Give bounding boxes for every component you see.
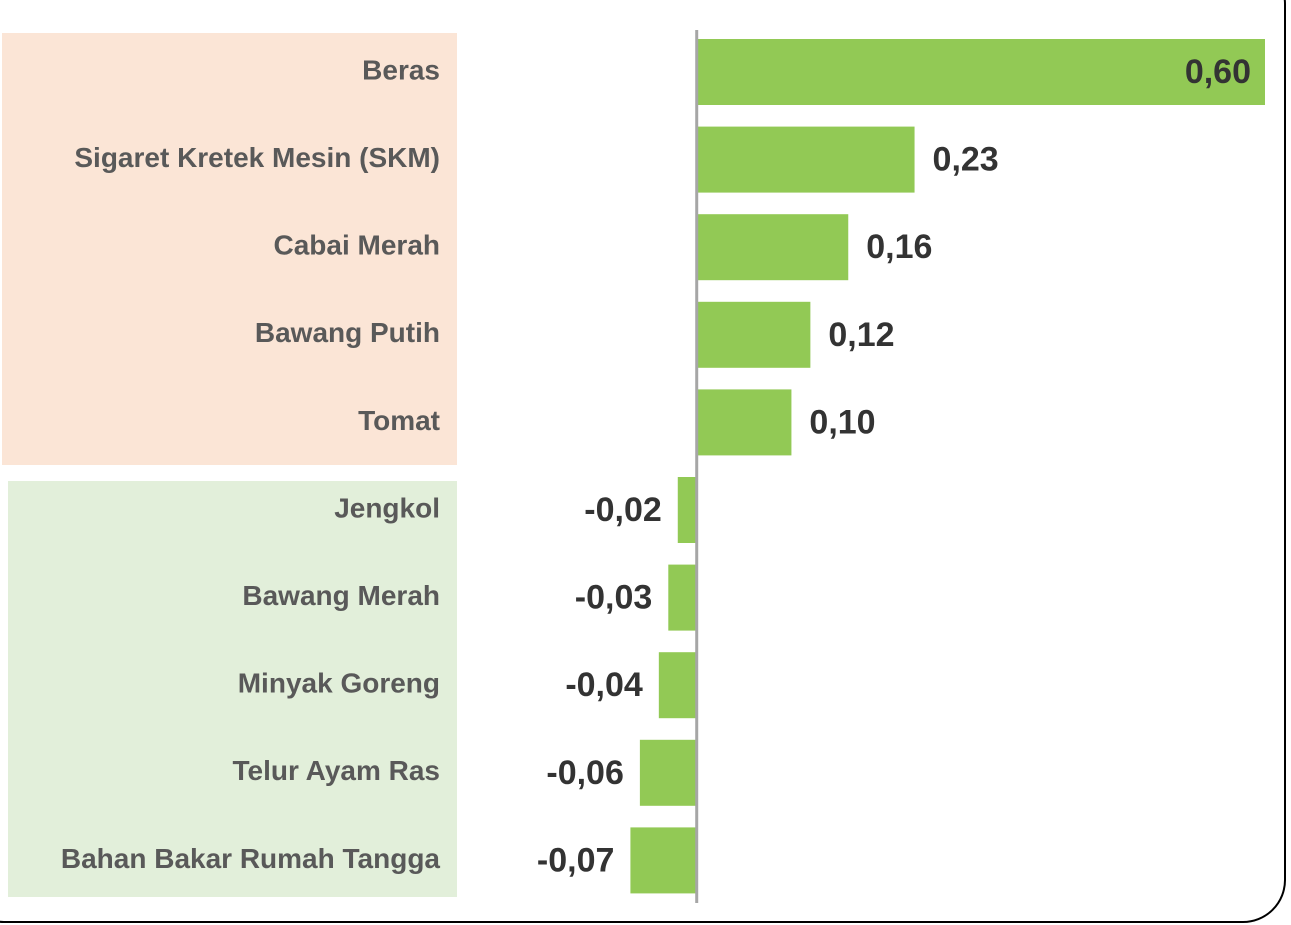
value-label: -0,02 — [584, 491, 662, 529]
category-label: Sigaret Kretek Mesin (SKM) — [74, 142, 440, 173]
category-label: Tomat — [358, 405, 440, 436]
value-label: -0,06 — [546, 754, 624, 792]
category-label: Bawang Merah — [242, 580, 440, 611]
value-label: 0,10 — [809, 403, 875, 441]
value-label: 0,12 — [828, 316, 894, 354]
bar — [696, 301, 811, 368]
category-label: Bawang Putih — [255, 317, 440, 348]
category-label: Beras — [362, 54, 440, 85]
value-label: 0,60 — [1185, 53, 1251, 91]
value-label: 0,16 — [866, 228, 932, 266]
value-label: -0,04 — [565, 666, 643, 704]
value-label: 0,23 — [933, 141, 999, 179]
bar — [696, 39, 1265, 105]
value-label: -0,03 — [575, 579, 653, 617]
bar — [658, 652, 697, 719]
decrease-group-band — [8, 481, 457, 897]
category-label: Bahan Bakar Rumah Tangga — [61, 843, 441, 874]
bar — [696, 126, 915, 193]
value-label: -0,07 — [537, 841, 615, 879]
category-label: Cabai Merah — [274, 230, 441, 261]
increase-group-band — [2, 33, 457, 465]
bar — [639, 739, 697, 806]
bar — [630, 827, 697, 894]
category-label: Jengkol — [334, 492, 440, 523]
bar — [696, 214, 849, 281]
bar — [677, 477, 697, 543]
bar — [668, 564, 697, 631]
bar — [696, 389, 792, 456]
category-label: Telur Ayam Ras — [233, 755, 440, 786]
category-label: Minyak Goreng — [238, 668, 440, 699]
